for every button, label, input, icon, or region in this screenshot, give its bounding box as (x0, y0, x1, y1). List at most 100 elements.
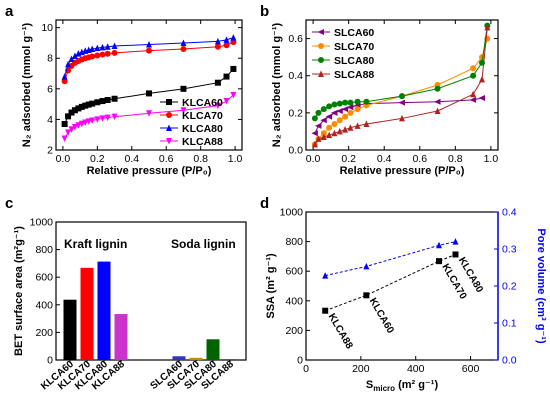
x-tick-label: 0.0 (56, 153, 71, 165)
data-point (347, 124, 354, 131)
data-point (94, 52, 101, 59)
series-line (325, 241, 456, 277)
data-point (223, 36, 230, 43)
data-point (336, 117, 343, 124)
x-tick-label: 0.8 (193, 153, 208, 165)
y-tick-label: 4 (47, 114, 53, 126)
point-label: KLCA88 (326, 312, 355, 352)
data-point (326, 124, 333, 131)
data-point (320, 106, 327, 113)
plot-frame (305, 19, 499, 151)
data-point (230, 39, 237, 46)
y-tick-label: 0.0 (288, 145, 303, 157)
data-point (331, 129, 338, 137)
data-point (434, 85, 441, 92)
y2-tick-label: 0.3 (502, 244, 517, 256)
legend-marker (318, 70, 324, 77)
data-point (342, 99, 349, 106)
data-point (322, 272, 329, 279)
x-tick-label: 0.4 (124, 153, 139, 165)
data-point (363, 292, 370, 299)
data-point (223, 98, 230, 105)
data-point (311, 140, 318, 148)
data-point (68, 126, 75, 133)
data-point (214, 37, 221, 45)
data-point (470, 72, 477, 79)
data-point (94, 44, 101, 52)
data-point (68, 109, 75, 116)
data-point (111, 95, 118, 102)
data-point (436, 258, 443, 265)
data-point (223, 42, 230, 49)
data-point (436, 241, 443, 249)
data-point (146, 40, 152, 48)
y2-axis-label: Pore volume (cm³ g⁻¹) (535, 228, 547, 344)
bar (63, 299, 77, 360)
point-label: KLCA60 (367, 296, 396, 336)
y-tick-label: 1000 (280, 207, 304, 219)
panel-letter: c (5, 195, 13, 212)
legend-label: KLCA80 (182, 123, 223, 135)
data-point (65, 113, 72, 120)
legend-marker (166, 138, 172, 145)
data-point (65, 129, 72, 136)
legend-marker (317, 29, 324, 35)
y-tick-label: 0.2 (288, 107, 303, 119)
legend-marker (166, 99, 172, 105)
data-point (354, 122, 361, 129)
data-point (322, 307, 329, 314)
data-point (111, 42, 118, 49)
data-point (61, 121, 68, 127)
y-tick-label: 800 (285, 236, 303, 248)
data-point (85, 118, 92, 125)
series-line (325, 254, 456, 312)
data-point (315, 109, 322, 116)
data-point (223, 73, 230, 80)
data-point (82, 102, 89, 109)
data-point (320, 130, 327, 137)
group-label: Kraft lignin (64, 237, 127, 251)
bar (172, 356, 186, 360)
data-point (336, 100, 343, 107)
legend-marker (166, 112, 172, 118)
data-point (180, 107, 187, 114)
data-point (336, 127, 343, 135)
data-point (398, 99, 405, 106)
data-point (89, 53, 96, 60)
data-point (75, 122, 82, 129)
data-point (315, 135, 322, 142)
data-point (180, 39, 187, 46)
data-point (99, 51, 106, 58)
y-tick-label: 0 (297, 355, 303, 367)
y-axis-label: N₂ adsorbed (mmol g⁻¹) (21, 22, 33, 147)
panel-letter: b (260, 3, 269, 20)
x-tick-label: 0.6 (159, 153, 174, 165)
plot-frame (55, 19, 243, 151)
data-point (94, 116, 101, 123)
y-axis-label: SSA (m² g⁻¹) (265, 253, 277, 319)
data-point (346, 104, 354, 111)
y-tick-label: 2 (47, 145, 53, 157)
panel-letter: d (260, 195, 269, 212)
y-tick-label: 10 (41, 22, 53, 34)
data-point (336, 108, 343, 114)
legend-marker (318, 43, 324, 49)
panel-letter: a (5, 3, 14, 20)
data-point (330, 109, 338, 116)
y-tick-label: 600 (285, 266, 303, 278)
data-point (452, 251, 459, 258)
data-point (434, 107, 441, 114)
data-point (230, 34, 237, 41)
legend-label: SLCA88 (334, 69, 374, 81)
y-tick-label: 0.6 (288, 33, 303, 45)
x-tick-label: 0.6 (412, 153, 427, 165)
y2-tick-label: 0.4 (502, 207, 517, 219)
data-point (89, 117, 96, 124)
data-point (320, 133, 327, 140)
group-label: Soda lignin (171, 237, 236, 251)
data-point (363, 120, 370, 127)
data-point (68, 55, 75, 62)
data-point (180, 85, 187, 92)
bar (223, 359, 237, 360)
data-point (354, 98, 361, 105)
